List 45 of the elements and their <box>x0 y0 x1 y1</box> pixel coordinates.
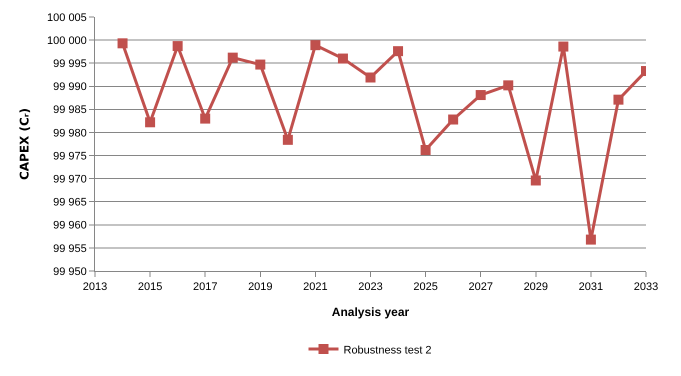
y-tick-label: 99 975 <box>53 150 87 162</box>
y-tick-label: 99 990 <box>53 81 87 94</box>
point <box>393 46 404 56</box>
point <box>310 40 320 50</box>
y-tick-label: 99 955 <box>53 242 87 255</box>
x-tick-label: 2031 <box>578 281 604 294</box>
x-tick-label: 2013 <box>82 281 108 294</box>
point <box>558 42 568 52</box>
point <box>145 117 156 128</box>
y-tick-label: 100 000 <box>47 34 87 47</box>
point <box>366 72 376 82</box>
legend-label: Robustness test 2 <box>344 344 432 356</box>
point <box>476 90 486 100</box>
y-tick-label: 99 980 <box>53 127 87 140</box>
x-axis-title: Analysis year <box>332 305 410 320</box>
x-tick-label: 2021 <box>303 281 328 294</box>
x-tick-label: 2017 <box>192 281 218 294</box>
y-tick-label: 99 970 <box>53 173 87 186</box>
point <box>228 52 238 63</box>
point <box>503 80 514 90</box>
y-tick-label: 99 985 <box>53 104 87 116</box>
x-tick-label: 2019 <box>248 281 273 294</box>
y-tick-label: 99 950 <box>53 266 87 278</box>
x-tick-label: 2025 <box>413 281 438 294</box>
x-tick-label: 2027 <box>468 281 493 294</box>
point <box>118 38 128 48</box>
y-axis-title: CAPEX (Cᵣ) <box>17 108 32 180</box>
y-tick-label: 99 965 <box>53 196 87 209</box>
x-tick-label: 2023 <box>358 281 383 294</box>
point <box>255 60 266 70</box>
x-tick-label: 2029 <box>524 281 548 294</box>
point <box>586 234 596 245</box>
point <box>282 134 293 145</box>
point <box>172 41 183 52</box>
point <box>420 145 431 155</box>
point <box>613 94 624 105</box>
point <box>530 175 541 186</box>
y-tick-label: 99 960 <box>53 220 87 232</box>
x-tick-label: 2015 <box>138 281 162 294</box>
point <box>448 114 458 125</box>
y-tick-label: 100 005 <box>47 12 87 24</box>
x-tick-label: 2033 <box>634 281 658 294</box>
point <box>200 114 210 124</box>
y-tick-label: 99 995 <box>53 58 87 70</box>
point <box>338 54 348 64</box>
